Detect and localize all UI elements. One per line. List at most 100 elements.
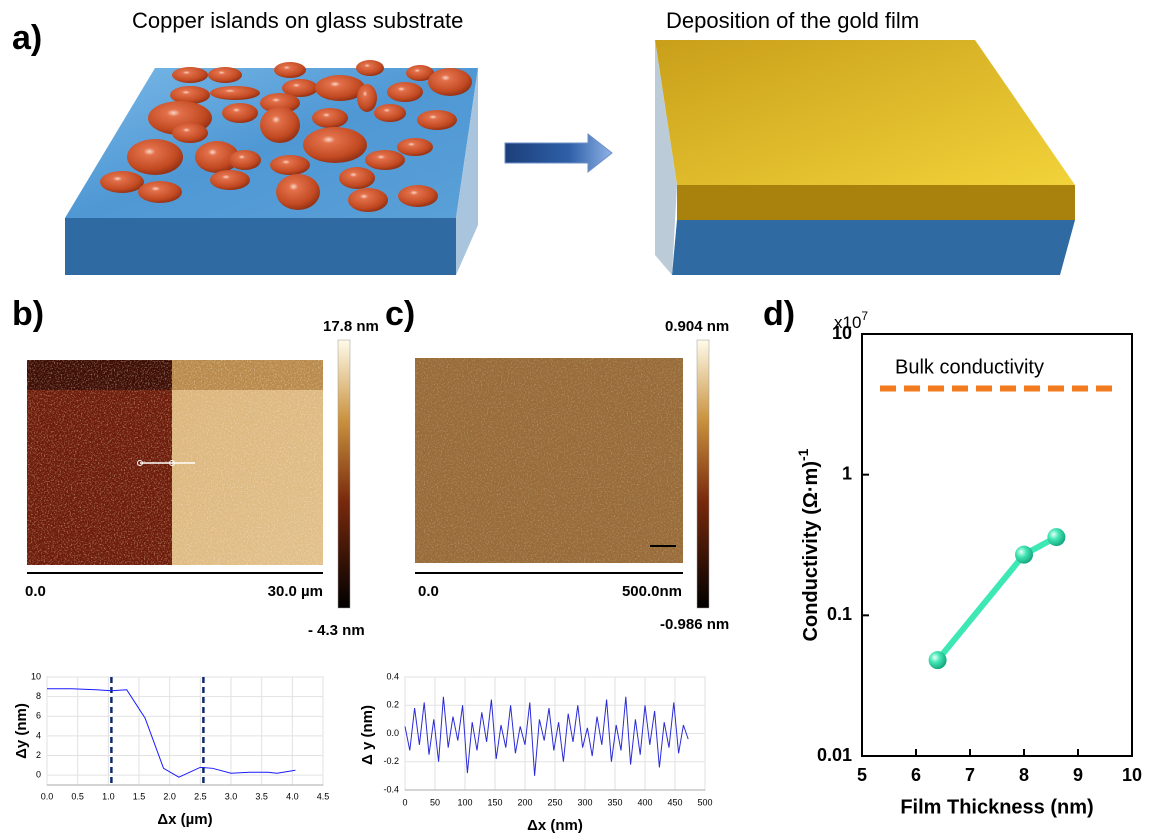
- panel-label: c): [385, 295, 415, 333]
- panel-label: b): [12, 295, 44, 333]
- y-multiplier: x107: [834, 309, 868, 332]
- x-tick-label: 300: [577, 797, 592, 807]
- copper-island: [312, 108, 348, 128]
- x-tick-label: 1.0: [102, 791, 115, 801]
- copper-island: [365, 150, 405, 170]
- x-tick-label: 450: [667, 797, 682, 807]
- copper-island: [208, 67, 242, 83]
- x-tick-label: 8: [1019, 765, 1029, 785]
- y-tick-label: 0.4: [386, 671, 399, 681]
- scale-start: 0.0: [25, 583, 46, 600]
- y-tick-label: -0.4: [383, 784, 399, 794]
- y-axis-label: Conductivity (Ω·m)-1: [795, 448, 823, 641]
- y-axis-label-text: Conductivity (Ω·m): [800, 461, 822, 641]
- copper-island: [417, 110, 457, 130]
- caption: Copper islands on glass substrate: [132, 8, 463, 33]
- caption: Deposition of the gold film: [666, 8, 919, 33]
- afm-image: [27, 360, 323, 565]
- y-tick-label: 0.2: [386, 700, 399, 710]
- copper-island: [138, 181, 182, 203]
- copper-island: [303, 127, 367, 163]
- x-axis-label: Δx (µm): [157, 811, 212, 828]
- x-tick-label: 50: [430, 797, 440, 807]
- colorbar: [697, 340, 709, 608]
- data-line: [938, 537, 1057, 660]
- x-tick-label: 0.0: [41, 791, 54, 801]
- colorbar-max: 0.904 nm: [665, 318, 729, 335]
- x-tick-label: 0.5: [71, 791, 84, 801]
- copper-island: [260, 107, 300, 143]
- figure: a) Copper islands on glass substrate Dep…: [0, 0, 1155, 837]
- x-tick-label: 0: [402, 797, 407, 807]
- y-axis-label: Δ y (nm): [359, 705, 376, 765]
- x-tick-label: 6: [911, 765, 921, 785]
- copper-island: [397, 138, 433, 156]
- copper-island: [348, 188, 388, 212]
- copper-island: [387, 82, 423, 102]
- x-tick-label: 4.5: [317, 791, 330, 801]
- x-tick-label: 3.0: [225, 791, 238, 801]
- x-tick-label: 4.0: [286, 791, 299, 801]
- colorbar-max: 17.8 nm: [323, 318, 379, 335]
- x-tick-label: 200: [517, 797, 532, 807]
- x-tick-label: 100: [457, 797, 472, 807]
- y-tick-label: -0.2: [383, 756, 399, 766]
- copper-island: [339, 167, 375, 189]
- y-tick-label: 1: [842, 463, 852, 483]
- x-tick-label: 350: [607, 797, 622, 807]
- copper-island: [398, 185, 438, 207]
- copper-island: [172, 123, 208, 143]
- chart: -0.4 -0.2 0.0 0.2 0.4 0 50 100 150 200 250 300 350 40…: [359, 671, 713, 834]
- copper-island: [229, 150, 261, 170]
- x-tick-label: 500: [697, 797, 712, 807]
- panel-label: d): [763, 295, 795, 333]
- data-point: [1047, 528, 1065, 546]
- page: a) Copper islands on glass substrate Dep…: [0, 0, 1155, 837]
- afm-image: [415, 358, 683, 563]
- copper-island: [270, 155, 310, 175]
- copper-island: [274, 62, 306, 78]
- x-tick-label: 1.5: [133, 791, 146, 801]
- y-axis-label: Δy (nm): [13, 703, 30, 759]
- y-tick-label: 0: [36, 770, 41, 780]
- y-tick-label: 4: [36, 730, 41, 740]
- copper-island: [127, 139, 183, 175]
- copper-island: [100, 171, 144, 193]
- y-tick-label: 0.1: [827, 604, 852, 624]
- x-tick-label: 10: [1122, 765, 1142, 785]
- x-tick-label: 250: [547, 797, 562, 807]
- plot-frame: [47, 677, 323, 785]
- x-tick-label: 150: [487, 797, 502, 807]
- y-tick-label: 0.0: [386, 728, 399, 738]
- gold-film: [655, 40, 1075, 275]
- copper-island: [374, 104, 406, 122]
- plot-frame: [862, 334, 1132, 756]
- y-axis-label-exponent: -1: [795, 448, 811, 461]
- x-tick-label: 5: [857, 765, 867, 785]
- y-axis-label-text: Δy (nm): [13, 703, 30, 759]
- x-tick-label: 7: [965, 765, 975, 785]
- arrow: [505, 134, 612, 172]
- x-tick-label: 9: [1073, 765, 1083, 785]
- y-tick-label: 10: [31, 671, 41, 681]
- copper-island: [210, 86, 260, 100]
- copper-island: [356, 60, 384, 76]
- x-axis-label: Δx (nm): [527, 817, 583, 834]
- x-tick-label: 400: [637, 797, 652, 807]
- y-tick-label: 2: [36, 750, 41, 760]
- scale-start: 0.0: [418, 583, 439, 600]
- x-tick-label: 3.5: [255, 791, 268, 801]
- x-tick-label: 2.0: [163, 791, 176, 801]
- copper-island: [222, 103, 258, 123]
- x-tick-label: 2.5: [194, 791, 207, 801]
- reference-label: Bulk conductivity: [895, 357, 1044, 379]
- copper-island: [172, 67, 208, 83]
- copper-island: [210, 170, 250, 190]
- y-tick-label: 0.01: [817, 745, 852, 765]
- data-point: [1015, 546, 1033, 564]
- y-axis-label-text: Δ y (nm): [359, 705, 376, 765]
- colorbar: [338, 340, 350, 608]
- x-axis-label: Film Thickness (nm): [900, 796, 1093, 818]
- scale-end: 30.0 µm: [268, 583, 323, 600]
